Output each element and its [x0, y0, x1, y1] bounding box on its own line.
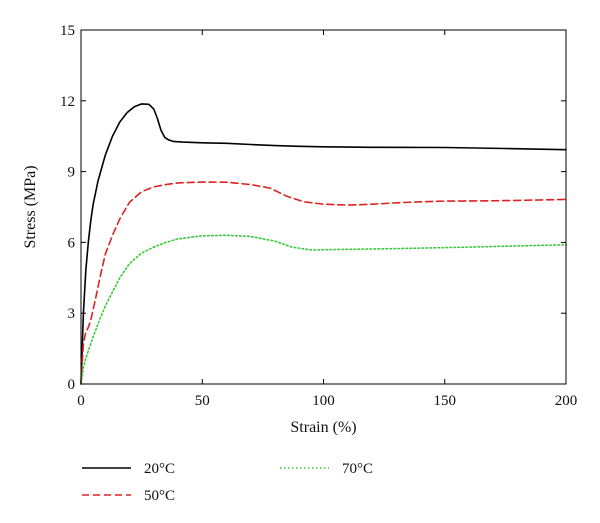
x-tick-label-0: 0: [77, 393, 85, 409]
x-tick-label-2: 100: [312, 393, 335, 409]
y-tick-label-5: 15: [60, 23, 75, 39]
axis-tick-labels: 0 50 100 150 200 0 3 6 9 12 15: [60, 23, 577, 409]
x-tick-label-3: 150: [434, 393, 457, 409]
axis-ticks: [80, 29, 567, 385]
legend: 20°C 50°C 70°C: [82, 461, 373, 504]
y-tick-label-0: 0: [68, 377, 76, 393]
x-tick-label-4: 200: [555, 393, 578, 409]
y-axis-label: Stress (MPa): [22, 165, 39, 248]
legend-label-0: 20°C: [144, 461, 175, 477]
legend-label-2: 70°C: [342, 461, 373, 477]
plot-lines: [80, 103, 567, 385]
plot-frame: [80, 29, 567, 385]
y-tick-label-2: 6: [68, 235, 76, 251]
x-tick-label-1: 50: [195, 393, 210, 409]
series-line-2: [80, 234, 567, 385]
series-line-0: [80, 103, 567, 385]
series-line-1: [80, 181, 567, 385]
y-tick-label-1: 3: [68, 306, 76, 322]
y-tick-label-4: 12: [60, 94, 75, 110]
legend-label-1: 50°C: [144, 488, 175, 504]
x-axis-label: Strain (%): [290, 419, 356, 436]
y-tick-label-3: 9: [68, 165, 76, 181]
